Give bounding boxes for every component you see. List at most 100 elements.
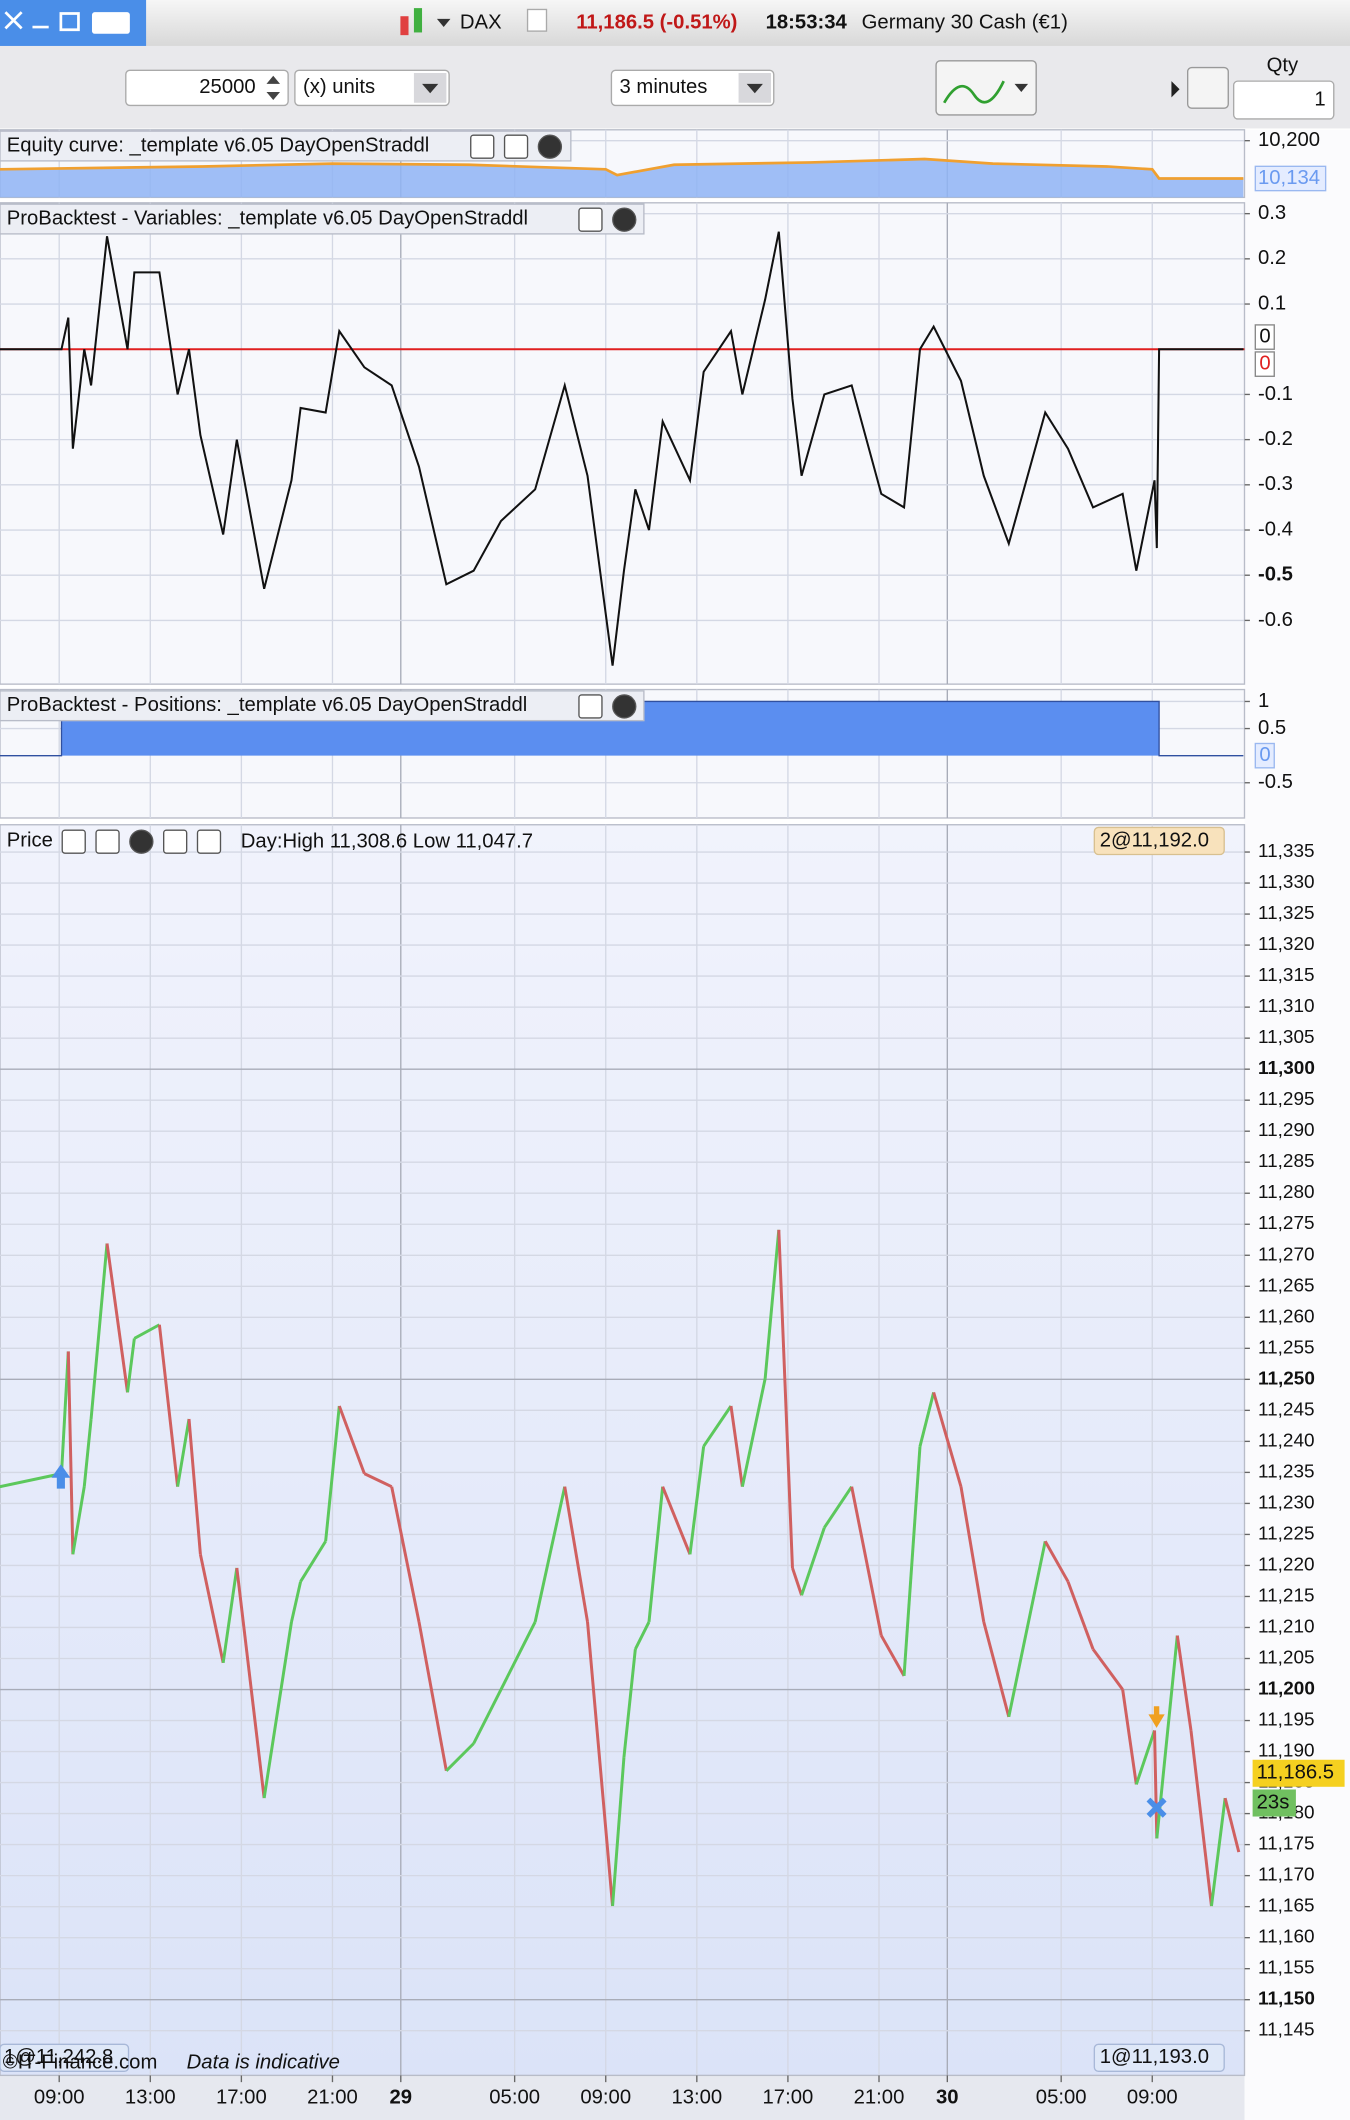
order-label: 1@11,242.8: [4, 2046, 113, 2068]
x-tick-label: 13:00: [671, 2087, 722, 2109]
price-segment: [586, 1621, 615, 1907]
instrument[interactable]: DAX: [460, 11, 502, 33]
y-tick-label: 11,300: [1258, 1058, 1315, 1079]
panel-button[interactable]: [537, 134, 563, 159]
last-value-box: [1254, 324, 1275, 350]
y-tick-label: 11,285: [1258, 1151, 1314, 1172]
order-label: 1@11,193.0: [1100, 2046, 1209, 2068]
y-tick-label: 11,295: [1258, 1089, 1314, 1110]
units-select[interactable]: [294, 69, 450, 107]
panel-button[interactable]: [578, 694, 603, 719]
panel-button[interactable]: [470, 134, 495, 159]
price-segment: [105, 1243, 129, 1393]
y-tick-label: 0.3: [1258, 202, 1286, 224]
panel-background: [0, 202, 1246, 685]
dropdown-arrow: [422, 83, 439, 94]
dropdown-arrow: [746, 83, 763, 94]
dropdown-arrow: [1014, 83, 1029, 92]
price-segment: [82, 1418, 93, 1487]
y-tick-label: 11,205: [1258, 1648, 1314, 1669]
panel-button[interactable]: [612, 694, 637, 719]
price-segment: [1153, 1730, 1159, 1839]
price-segment: [89, 1243, 109, 1420]
expand-arrow[interactable]: [1171, 81, 1180, 98]
last-price-label: 11,186.5: [1257, 1762, 1334, 1784]
source-label: ©IT-Finance.com: [3, 2052, 158, 2074]
y-tick-label: 10,200: [1258, 129, 1320, 151]
price-segment: [66, 1351, 75, 1555]
info-icon[interactable]: [526, 8, 548, 32]
y-tick-label: -0.6: [1258, 609, 1293, 631]
window-icons: [4, 11, 80, 32]
price-segment: [324, 1405, 341, 1542]
indicator-button[interactable]: [935, 60, 1037, 116]
price-segment: [472, 1688, 503, 1745]
price-segment: [337, 1405, 366, 1475]
day-range: Day:High 11,308.6 Low 11,047.7: [241, 831, 533, 853]
price-segment: [702, 1405, 733, 1448]
price-segment: [634, 1621, 651, 1650]
price-segment: [1134, 1729, 1156, 1785]
panel-button[interactable]: [196, 829, 222, 854]
panel-button[interactable]: [612, 207, 637, 232]
y-tick-label: 11,310: [1258, 996, 1314, 1017]
reference-value-label: 0: [1259, 352, 1270, 374]
price-segment: [71, 1486, 86, 1555]
price-segment: [262, 1621, 293, 1799]
order-box: [1093, 2043, 1225, 2073]
panel-title-box: [0, 203, 645, 235]
x-axis-strip: [0, 2075, 1350, 2120]
price-segment: [1223, 1797, 1241, 1853]
dropdown-arrow[interactable]: [436, 18, 451, 28]
y-tick-label: 11,275: [1258, 1213, 1314, 1234]
price-segment: [157, 1324, 180, 1487]
price-segment: [729, 1405, 744, 1487]
y-tick-label: -0.2: [1258, 428, 1293, 450]
panel-title: Equity curve: _template v6.05 DayOpenStr…: [7, 134, 430, 156]
panel-button[interactable]: [129, 829, 154, 854]
panel-button[interactable]: [95, 829, 120, 854]
spinner[interactable]: [266, 75, 281, 101]
quantity-input[interactable]: [125, 69, 289, 107]
disclaimer: Data is indicative: [187, 2052, 340, 2074]
price-segment: [445, 1742, 475, 1772]
timeframe: 3 minutes: [620, 76, 708, 98]
y-tick-label: 11,165: [1258, 1896, 1314, 1917]
panel-button[interactable]: [503, 134, 529, 159]
panel-button[interactable]: [578, 207, 603, 232]
y-tick-label: 11,280: [1258, 1182, 1314, 1203]
timeframe-select[interactable]: [610, 69, 775, 107]
y-tick-label: 11,325: [1258, 903, 1314, 924]
candle-icon: [413, 8, 423, 33]
candle-icon: [400, 16, 409, 36]
y-tick-label: 11,245: [1258, 1399, 1314, 1420]
price-segment: [176, 1418, 191, 1487]
last-price: 11,186.5 (-0.51%): [576, 11, 737, 33]
price-segment: [791, 1567, 803, 1596]
price-start: [0, 1485, 2, 1489]
qty-input[interactable]: [1232, 80, 1335, 120]
price-segment: [235, 1567, 266, 1799]
price-segment: [879, 1634, 906, 1677]
x-tick-label: 29: [390, 2087, 413, 2109]
price-segment: [763, 1229, 781, 1379]
last-price-box: [1252, 1759, 1345, 1787]
panel-button[interactable]: [163, 829, 188, 854]
price-segment: [932, 1391, 963, 1488]
settings-button[interactable]: [1186, 66, 1229, 109]
y-tick-label: 0.1: [1258, 292, 1286, 314]
price-segment: [290, 1581, 303, 1623]
y-tick-label: 11,215: [1258, 1585, 1314, 1606]
price-segment: [800, 1527, 826, 1596]
keyboard-icon[interactable]: [91, 12, 130, 34]
panel-button[interactable]: [61, 829, 86, 854]
y-tick-label: 0.5: [1258, 717, 1286, 739]
x-tick-label: 05:00: [489, 2087, 540, 2109]
y-tick-label: -0.3: [1258, 473, 1293, 495]
y-tick-label: 11,190: [1258, 1741, 1314, 1762]
price-segment: [417, 1621, 448, 1772]
price-segment: [622, 1649, 637, 1758]
y-tick-label: 11,175: [1258, 1834, 1314, 1855]
price-segment: [133, 1323, 161, 1340]
